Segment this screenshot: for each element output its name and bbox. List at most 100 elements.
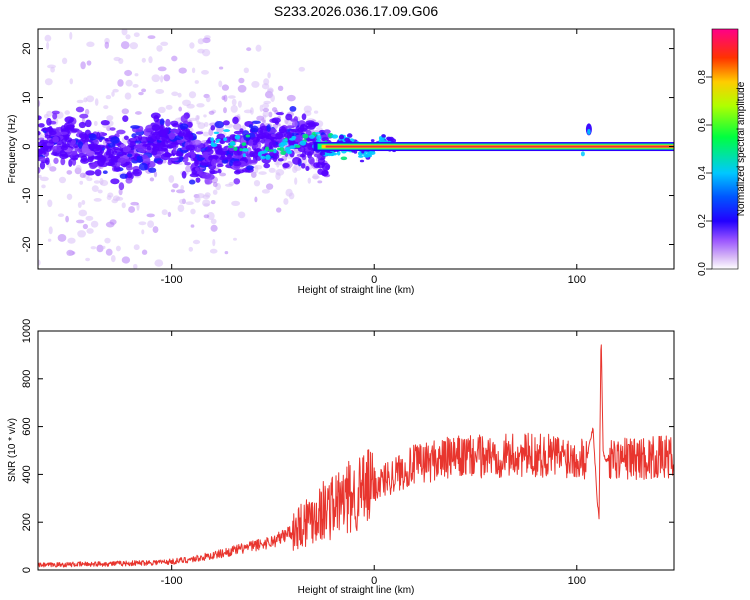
spectral-band-blob <box>195 177 201 183</box>
spectral-band-blob <box>219 156 228 161</box>
colorbar-tick-label: 0.2 <box>697 214 708 228</box>
spectral-noise-blob <box>276 160 280 168</box>
spectral-band-blob <box>126 171 133 179</box>
spectral-noise-blob <box>141 249 148 255</box>
spectral-band-blob <box>307 143 313 151</box>
spectral-band-blob <box>204 177 210 185</box>
spectral-noise-blob <box>47 238 52 242</box>
spectral-noise-blob <box>110 255 116 263</box>
spectral-band-blob <box>285 113 293 121</box>
spectral-noise-blob <box>262 107 270 113</box>
spectral-noise-blob <box>157 66 167 72</box>
spectral-noise-blob <box>212 189 218 195</box>
spectral-noise-blob <box>294 177 298 185</box>
spectral-noise-blob <box>202 199 211 207</box>
spectral-noise-blob <box>168 175 175 183</box>
spectral-band-blob <box>300 162 306 169</box>
spectral-noise-blob <box>298 66 306 72</box>
y-tick-label: 10 <box>21 91 33 103</box>
spectral-noise-blob <box>132 83 139 88</box>
spectral-noise-blob <box>46 41 50 50</box>
spectral-band-blob <box>110 178 120 185</box>
spectral-noise-blob <box>262 102 270 109</box>
spectral-band-blob <box>210 125 216 131</box>
spectral-hotspot <box>302 133 309 139</box>
spectral-hotspot <box>233 146 238 151</box>
spectral-noise-blob <box>182 99 191 107</box>
spectral-noise-blob <box>262 111 270 118</box>
spectral-noise-blob <box>283 198 289 205</box>
spectral-noise-blob <box>177 204 185 212</box>
spectral-noise-blob <box>86 177 93 182</box>
spectral-band-blob <box>196 157 204 161</box>
spectral-noise-blob <box>251 80 260 88</box>
spectral-noise-blob <box>307 177 312 184</box>
spectral-band-blob <box>177 139 185 144</box>
spectral-band-blob <box>165 118 171 127</box>
colorbar: 0.0 0.2 0.4 0.6 0.8 Normalized spectral ampl… <box>697 28 747 276</box>
spectral-noise-blob <box>157 106 166 114</box>
spectral-noise-blob <box>221 84 230 91</box>
spectral-band-blob <box>44 134 52 139</box>
spectral-noise-blob <box>94 98 99 106</box>
spectral-band-blob <box>38 137 45 141</box>
spectral-noise-blob <box>97 189 103 194</box>
spectral-band-blob <box>248 139 254 147</box>
spectral-noise-blob <box>93 180 101 184</box>
spectral-noise-blob <box>112 88 119 93</box>
spectral-hotspot <box>268 149 275 152</box>
spectral-band-blob <box>84 129 91 136</box>
spectral-noise-blob <box>125 79 133 87</box>
spectral-noise-blob <box>261 83 270 90</box>
spectral-band-blob <box>99 155 107 163</box>
spectral-noise-blob <box>237 211 246 219</box>
spectral-band-blob <box>292 156 302 165</box>
spectral-noise-blob <box>77 230 86 238</box>
spectrogram-marks <box>38 29 674 269</box>
spectral-transition-blob <box>381 134 386 138</box>
y-tick-label: 20 <box>21 42 33 54</box>
spectral-hotspot <box>289 145 296 149</box>
spectral-noise-blob <box>218 80 223 88</box>
spectral-band-blob <box>271 117 281 124</box>
spectral-band-blob <box>53 157 59 164</box>
spectral-noise-blob <box>141 229 145 235</box>
colorbar-tick-label: 0.8 <box>697 70 708 84</box>
spectral-band-blob <box>115 162 121 168</box>
spectral-band-blob <box>116 153 124 157</box>
spectral-transition-blob <box>364 150 368 154</box>
spectral-band-blob <box>202 151 209 158</box>
spectral-band-blob <box>107 143 116 148</box>
spectral-noise-blob <box>277 85 284 92</box>
spectral-noise-blob <box>212 238 216 247</box>
spectral-band-blob <box>161 139 169 148</box>
spectral-hotspot <box>213 131 220 135</box>
spectral-noise-blob <box>58 176 67 184</box>
spectral-band-blob <box>251 120 261 124</box>
spectral-band-blob <box>46 117 52 126</box>
spectral-band-blob <box>216 163 224 168</box>
spectral-noise-blob <box>259 104 264 112</box>
colorbar-tick-label: 0.4 <box>697 166 708 180</box>
snr-series-line <box>38 344 674 568</box>
spectral-band-blob <box>136 146 147 153</box>
spectral-noise-blob <box>85 215 94 221</box>
spectral-band-blob <box>195 131 204 135</box>
spectral-band-blob <box>61 143 71 148</box>
spectral-band-blob <box>136 155 143 160</box>
spectral-noise-blob <box>133 263 138 269</box>
spectral-noise-blob <box>148 56 153 64</box>
spectral-noise-blob <box>86 60 92 66</box>
spectral-hotspot <box>227 145 234 149</box>
spectral-band-blob <box>108 158 115 163</box>
spectral-noise-blob <box>93 198 102 202</box>
ridge-disturbance-side <box>580 151 585 157</box>
spectral-hotspot <box>242 153 246 158</box>
spectral-band-blob <box>168 132 176 140</box>
spectral-band-blob <box>250 159 258 164</box>
spectral-noise-blob <box>263 100 272 105</box>
spectral-band-blob <box>209 170 219 174</box>
spectral-hotspot <box>308 134 315 139</box>
spectral-transition-blob <box>346 133 353 138</box>
